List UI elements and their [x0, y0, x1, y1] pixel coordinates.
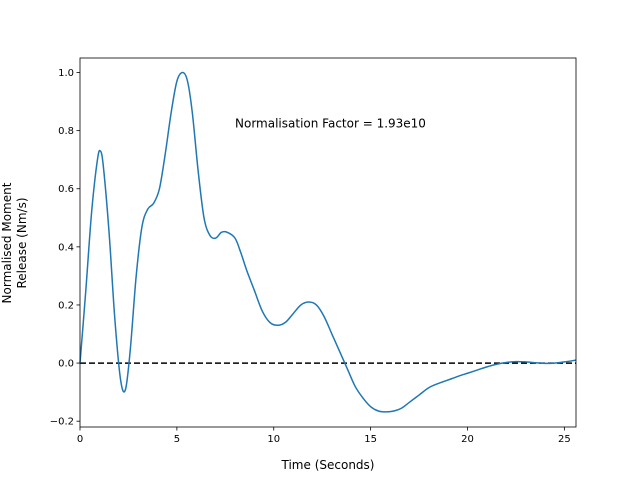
x-axis-label: Time (Seconds) [281, 458, 375, 472]
y-tick-label: 0.6 [58, 184, 74, 195]
y-axis-label-line-1: Normalised Moment [0, 182, 14, 303]
plot-area [79, 57, 577, 428]
normalisation-annotation: Normalisation Factor = 1.93e10 [235, 117, 426, 131]
y-tick-label: 0.8 [58, 126, 74, 137]
x-tick-label: 25 [558, 434, 571, 445]
x-tick-label: 15 [364, 434, 377, 445]
y-axis-label: Normalised Moment Release (Nm/s) [0, 182, 29, 303]
x-tick-label: 5 [174, 434, 180, 445]
y-tick-label: 0.0 [58, 359, 74, 370]
x-tick-label: 20 [461, 434, 474, 445]
y-tick-label: 0.2 [58, 300, 74, 311]
x-tick-label: 10 [267, 434, 280, 445]
y-tick-label: 0.4 [58, 242, 74, 253]
axis-ticks: 0 5 10 15 20 25 −0.2 0.0 0.2 0.4 0.6 0.8 1.0 [50, 68, 571, 445]
series-line-0 [79, 71, 577, 413]
y-axis-label-line-2: Release (Nm/s) [15, 197, 29, 288]
y-tick-label: 1.0 [58, 68, 74, 79]
x-tick-label: 0 [77, 434, 83, 445]
y-tick-label: −0.2 [50, 417, 74, 428]
plot-frame [79, 57, 577, 428]
